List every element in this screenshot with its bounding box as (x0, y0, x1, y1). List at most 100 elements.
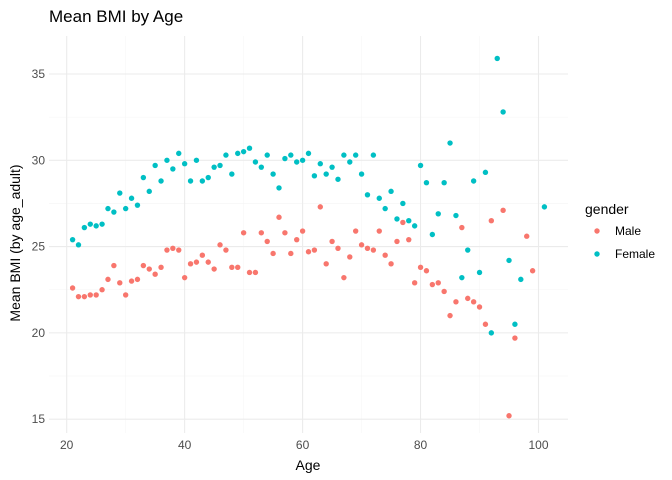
male-point (488, 217, 495, 224)
female-point (193, 157, 200, 163)
male-point (288, 250, 294, 257)
female-point (447, 140, 453, 146)
female-point (364, 192, 371, 198)
male-point (282, 230, 288, 236)
male-point (193, 259, 200, 265)
female-point (164, 157, 170, 163)
male-point (235, 264, 241, 270)
x-tick-label: 60 (296, 438, 310, 452)
female-point (187, 178, 194, 184)
male-point (370, 247, 377, 253)
female-point (93, 223, 99, 229)
chart-title: Mean BMI by Age (49, 7, 183, 26)
female-point (400, 200, 406, 207)
female-point (264, 152, 270, 158)
male-point (447, 312, 453, 319)
male-point (311, 247, 318, 253)
female-point (111, 209, 117, 215)
male-point (264, 238, 270, 245)
male-point (453, 299, 459, 305)
male-point (376, 228, 382, 234)
female-point (518, 276, 524, 283)
female-point (352, 152, 359, 158)
female-point (223, 152, 229, 158)
male-point (470, 299, 477, 305)
plot-grid (49, 36, 568, 433)
male-point (323, 261, 329, 267)
male-point (211, 266, 217, 272)
male-point (524, 233, 530, 239)
female-point (199, 178, 206, 184)
female-point (376, 195, 382, 201)
female-point (470, 178, 477, 184)
female-point (246, 145, 253, 151)
x-tick-label: 80 (414, 438, 428, 452)
female-point (512, 321, 518, 327)
male-point (99, 287, 105, 293)
female-point (494, 55, 500, 62)
male-point (111, 262, 117, 269)
male-point (176, 247, 182, 253)
male-point (87, 292, 93, 298)
female-point (176, 150, 182, 157)
male-point (417, 264, 424, 270)
female-point (170, 166, 176, 172)
female-point (500, 109, 506, 115)
female-point (341, 152, 347, 158)
male-point (500, 207, 506, 214)
male-point (246, 269, 253, 276)
female-point (323, 171, 329, 177)
male-point (105, 276, 111, 283)
y-tick-label: 15 (32, 412, 46, 426)
female-point (388, 188, 394, 195)
female-point (87, 221, 93, 227)
male-point (512, 335, 518, 341)
x-tick-label: 40 (178, 438, 192, 452)
male-point (270, 250, 276, 257)
female-point (465, 247, 471, 253)
female-point (117, 190, 123, 196)
male-point (187, 261, 194, 267)
female-point (370, 152, 377, 158)
female-point (329, 164, 335, 170)
male-point (170, 245, 176, 252)
male-point (335, 245, 341, 252)
male-point (529, 268, 536, 274)
y-tick-label: 20 (32, 326, 46, 340)
female-point (311, 173, 318, 179)
male-point (358, 242, 365, 248)
female-point (411, 223, 418, 229)
male-legend-key (594, 228, 600, 234)
male-point (364, 245, 371, 252)
female-point (240, 148, 247, 155)
x-tick-label: 20 (60, 438, 74, 452)
female-point (288, 152, 294, 158)
female-point (211, 164, 217, 170)
female-point (476, 269, 483, 276)
female-point (75, 242, 82, 248)
male-point (128, 278, 135, 284)
female-point (429, 231, 436, 238)
male-point (158, 264, 164, 270)
female-point (394, 216, 400, 222)
female-point (305, 150, 312, 157)
legend-title: gender (585, 201, 629, 217)
male-point (164, 247, 170, 253)
y-tick-label: 30 (32, 153, 46, 167)
female-point (506, 257, 512, 264)
female-point (69, 236, 76, 243)
male-point (81, 293, 88, 300)
female-point (358, 171, 365, 177)
female-point (299, 157, 306, 163)
male-point (146, 266, 152, 272)
female-point (347, 159, 353, 165)
data-points (69, 55, 548, 419)
female-point (128, 195, 135, 201)
female-point (282, 155, 288, 162)
male-point (382, 252, 388, 258)
male-point (423, 268, 430, 274)
male-point (181, 274, 188, 281)
male-point (394, 238, 400, 245)
x-tick-label: 100 (528, 438, 548, 452)
male-point (506, 413, 512, 419)
